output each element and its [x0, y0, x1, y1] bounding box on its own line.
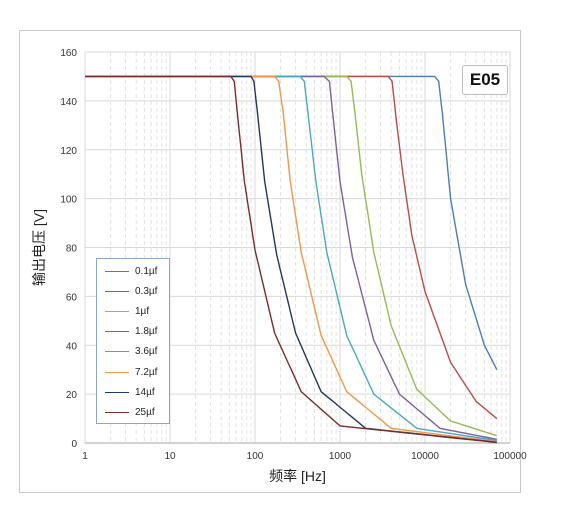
- x-axis-label: 频率 [Hz]: [269, 468, 326, 484]
- legend-item: 3.6µf: [97, 342, 169, 362]
- y-tick-label: 40: [66, 341, 78, 352]
- legend-swatch: [105, 270, 129, 272]
- x-tick-label: 100: [247, 451, 264, 462]
- legend-item: 0.1µf: [97, 261, 169, 281]
- legend-label: 0.1µf: [135, 265, 158, 277]
- x-tick-label: 1: [82, 451, 88, 462]
- legend-label: 3.6µf: [135, 346, 158, 358]
- legend-swatch: [105, 331, 129, 333]
- x-tick-label: 10000: [411, 451, 439, 462]
- legend-label: 1µf: [135, 305, 150, 317]
- legend-item: 25µf: [97, 402, 169, 422]
- legend-swatch: [105, 391, 129, 393]
- chart-badge: E05: [462, 65, 508, 95]
- x-tick-label: 10: [164, 451, 176, 462]
- x-tick-label: 100000: [493, 451, 527, 462]
- legend-swatch: [105, 310, 129, 312]
- legend-label: 14µf: [135, 386, 155, 398]
- y-tick-label: 100: [60, 195, 77, 206]
- legend-item: 0.3µf: [97, 281, 169, 301]
- legend-label: 0.3µf: [135, 285, 158, 297]
- legend-label: 7.2µf: [135, 366, 158, 378]
- legend-item: 1µf: [97, 301, 169, 321]
- legend-swatch: [105, 371, 129, 373]
- legend-item: 14µf: [97, 382, 169, 402]
- chart-legend: 0.1µf 0.3µf 1µf 1.8µf 3.6µf 7.2µf 14µf 25µf: [96, 258, 170, 424]
- legend-label: 1.8µf: [135, 326, 158, 338]
- legend-label: 25µf: [135, 406, 155, 418]
- y-tick-label: 120: [60, 146, 77, 157]
- y-axis-label: 输出电压 [V]: [31, 209, 47, 286]
- legend-swatch: [105, 351, 129, 353]
- y-tick-label: 0: [71, 439, 77, 450]
- legend-item: 7.2µf: [97, 362, 169, 382]
- x-tick-label: 1000: [329, 451, 352, 462]
- y-tick-label: 20: [66, 390, 78, 401]
- legend-swatch: [105, 411, 129, 413]
- y-tick-label: 60: [66, 292, 78, 303]
- y-tick-label: 140: [60, 97, 77, 108]
- y-tick-label: 160: [60, 48, 77, 59]
- series-line-8: [85, 75, 497, 444]
- legend-item: 1.8µf: [97, 322, 169, 342]
- legend-swatch: [105, 290, 129, 292]
- y-tick-label: 80: [66, 244, 78, 255]
